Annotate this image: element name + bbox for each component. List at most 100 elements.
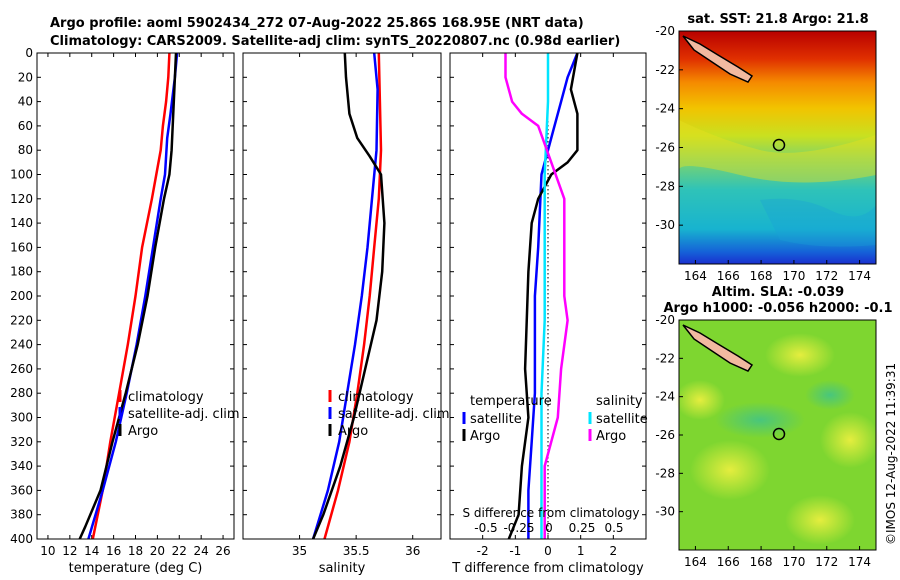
y-tick-label: 320 <box>10 435 33 449</box>
map-y-tick-label: -28 <box>655 466 675 480</box>
salinity-panel: 35 35.5 36 salinity climatology satellite-adj… <box>242 52 450 576</box>
series-line-climatology <box>323 52 383 540</box>
map-x-tick-label: 170 <box>782 555 805 569</box>
x-tick-label: -2 <box>477 544 489 558</box>
sla-map-title-line2: Argo h1000: -0.056 h2000: -0.1 <box>663 301 892 316</box>
map-y-tick-label: -20 <box>655 313 675 327</box>
title-line1: Argo profile: aoml 5902434_272 07-Aug-20… <box>50 16 584 31</box>
y-tick-label: 20 <box>18 70 33 84</box>
x-tick-label: 14 <box>84 544 99 558</box>
y-tick-label: 240 <box>10 338 33 352</box>
y-tick-label: 80 <box>18 143 33 157</box>
x-tick-label: 20 <box>150 544 165 558</box>
map-y-tick-label: -26 <box>655 141 675 155</box>
legend-label-temperature: satellite <box>470 412 522 427</box>
x-tick-label: 0 <box>544 544 552 558</box>
sst-cool-patch <box>760 198 876 247</box>
y-tick-label: 180 <box>10 265 33 279</box>
x-tick-label: 12 <box>62 544 77 558</box>
x-tick-label: 22 <box>172 544 187 558</box>
x-tick-label: 24 <box>194 544 209 558</box>
title-line2: Climatology: CARS2009. Satellite-adj cli… <box>50 34 620 49</box>
x-tick-label: 35 <box>292 544 307 558</box>
y-tick-label: 360 <box>10 483 33 497</box>
map-y-tick-label: -22 <box>655 351 675 365</box>
y-tick-label: 0 <box>25 46 33 60</box>
legend-label: Argo <box>128 424 158 439</box>
plot-frame <box>36 52 235 540</box>
y-tick-label: 160 <box>10 240 33 254</box>
y-tick-label: 340 <box>10 459 33 473</box>
map-y-tick-label: -24 <box>655 390 675 404</box>
y-tick-label: 380 <box>10 508 33 522</box>
top-x-tick-label: -0.25 <box>503 521 534 535</box>
sst-heatmap <box>679 31 876 264</box>
map-x-tick-label: 170 <box>782 269 805 283</box>
series-line-climatology <box>91 52 171 540</box>
temperature-panel: 0 20 40 60 80 100 120 140 160 180 200 220 240 260 280 3… <box>10 46 240 576</box>
x-tick-label: 10 <box>40 544 55 558</box>
x-axis-label: salinity <box>319 561 366 576</box>
x-axis-label: temperature (deg C) <box>69 561 203 576</box>
y-tick-label: 260 <box>10 362 33 376</box>
map-x-tick-label: 168 <box>750 555 773 569</box>
new-caledonia-land-sla <box>682 324 754 372</box>
y-tick-label: 60 <box>18 119 33 133</box>
y-tick-label: 40 <box>18 95 33 109</box>
plot-frame <box>242 52 442 540</box>
map-y-tick-label: -24 <box>655 102 675 116</box>
y-tick-label: 100 <box>10 168 33 182</box>
series-line-argo <box>78 52 178 540</box>
sst-map-title: sat. SST: 21.8 Argo: 21.8 <box>687 12 868 27</box>
map-x-tick-label: 172 <box>815 555 838 569</box>
y-tick-label: 200 <box>10 289 33 303</box>
series-line-argo <box>311 52 386 540</box>
map-y-tick-label: -28 <box>655 179 675 193</box>
sst-warm-tongue <box>679 120 876 183</box>
difference-panel: -2 -1 0 1 2 T difference from climatology temp… <box>449 52 648 576</box>
series-line-s-satellite <box>540 53 550 539</box>
y-tick-label: 220 <box>10 313 33 327</box>
top-x-tick-label: 0.5 <box>604 521 623 535</box>
top-x-tick-label: 0 <box>545 521 553 535</box>
map-x-tick-label: 174 <box>848 555 871 569</box>
legend-title-salinity: salinity <box>596 394 643 409</box>
map-x-tick-label: 168 <box>750 269 773 283</box>
x-axis-label: T difference from climatology <box>451 561 644 576</box>
x-tick-label: 1 <box>577 544 585 558</box>
legend-label: climatology <box>338 390 414 405</box>
sla-low-2 <box>805 380 855 410</box>
sla-map-panel: Altim. SLA: -0.039 Argo h1000: -0.056 h2… <box>655 285 892 569</box>
x-tick-label: 26 <box>215 544 230 558</box>
map-x-tick-label: 164 <box>684 555 707 569</box>
x-tick-label: 36 <box>405 544 420 558</box>
plot-frame <box>449 52 647 540</box>
series-line-t-satellite <box>527 52 579 539</box>
legend-label: climatology <box>128 390 204 405</box>
map-x-tick-label: 166 <box>717 269 740 283</box>
legend-label: satellite-adj. clim <box>128 407 240 422</box>
legend-label: satellite-adj. clim <box>338 407 450 422</box>
y-tick-label: 120 <box>10 192 33 206</box>
new-caledonia-land-sst <box>682 35 754 83</box>
series-line-satellite-adj-clim <box>311 52 379 540</box>
y-tick-label: 400 <box>10 532 33 546</box>
top-x-tick-label: 0.25 <box>569 521 596 535</box>
y-tick-label: 300 <box>10 411 33 425</box>
map-x-tick-label: 172 <box>815 269 838 283</box>
map-y-tick-label: -30 <box>655 218 675 232</box>
series-line-satellite-adj-clim <box>87 52 179 540</box>
sla-high-4 <box>785 495 855 545</box>
legend-label: Argo <box>338 424 368 439</box>
legend-title-temperature: temperature <box>470 394 552 409</box>
y-tick-label: 280 <box>10 386 33 400</box>
map-y-tick-label: -30 <box>655 505 675 519</box>
map-y-tick-label: -20 <box>655 24 675 38</box>
map-x-tick-label: 164 <box>684 269 707 283</box>
series-line-s-argo <box>504 53 569 539</box>
sla-high-1 <box>765 333 835 377</box>
x-tick-label: 35.5 <box>343 544 370 558</box>
x-tick-label: 18 <box>128 544 143 558</box>
argo-location-marker-sst <box>772 138 786 152</box>
